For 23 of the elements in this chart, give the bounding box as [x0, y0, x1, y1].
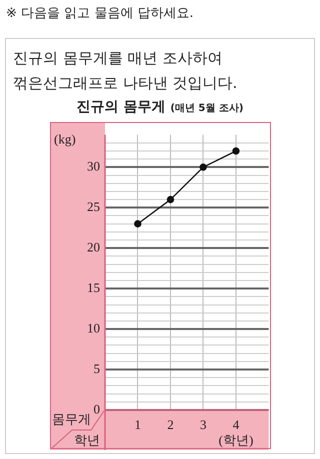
x-axis-title: (학년) — [218, 432, 254, 448]
text: 몸무게 — [52, 411, 91, 426]
y-tick-label: 20 — [87, 240, 100, 255]
text: 진규의 몸무게를 매년 조사하여 꺾은선그래프로 나타낸 것입니다. — [13, 48, 238, 94]
point — [232, 147, 240, 155]
text: 학년 — [74, 432, 100, 448]
y-tick-label: 30 — [87, 158, 100, 174]
y-tick-label: 15 — [87, 280, 100, 296]
point — [200, 164, 207, 171]
text: ※ 다음을 읽고 물음에 답하세요. — [6, 5, 194, 22]
x-tick-label: 2 — [167, 417, 174, 432]
x-tick-label: 4 — [232, 417, 240, 432]
y-tick-label: 10 — [87, 320, 100, 336]
y-tick-label: 0 — [94, 401, 100, 416]
point — [134, 220, 142, 228]
chart-title: 진규의 몸무게 — [76, 99, 166, 115]
chart-subtitle: (매년 5월 조사) — [170, 103, 244, 114]
y-axis-title: (kg) — [54, 131, 76, 146]
x-tick-label: 1 — [134, 417, 141, 432]
y-tick-label: 5 — [94, 360, 100, 376]
x-tick-label: 3 — [200, 417, 206, 432]
point — [166, 196, 174, 204]
y-tick-label: 25 — [87, 199, 100, 214]
